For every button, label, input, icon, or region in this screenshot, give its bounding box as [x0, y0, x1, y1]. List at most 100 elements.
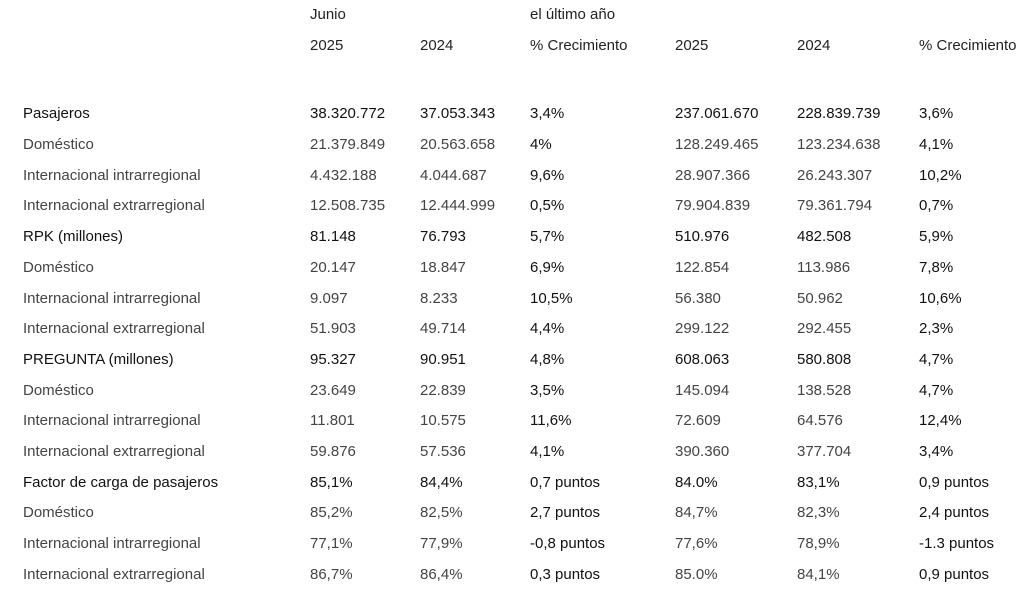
value-cell: 122.854 [675, 258, 730, 276]
table-row: Internacional intrarregional 11.801 10.575… [0, 406, 1023, 437]
growth-cell: 4% [530, 136, 552, 154]
row-label: Internacional intrarregional [23, 289, 201, 307]
growth-cell: 0,5% [530, 197, 565, 215]
row-label: Doméstico [23, 136, 94, 154]
value-cell: 77,9% [420, 535, 463, 552]
growth-cell: 2,7 puntos [530, 504, 601, 522]
value-cell: 128.249.465 [675, 136, 759, 154]
growth-cell: 5,9% [919, 228, 954, 246]
period-header-row: Junio el último año [0, 0, 1023, 31]
growth-cell: 3,4% [919, 442, 954, 460]
value-cell: 38.320.772 [310, 105, 386, 123]
column-header: % Crecimiento [530, 36, 628, 54]
value-cell: 84,1% [797, 565, 840, 583]
value-cell: 10.575 [420, 412, 466, 430]
growth-cell: -1.3 puntos [919, 535, 995, 552]
value-cell: 49.714 [420, 320, 466, 338]
growth-cell: 4,1% [919, 136, 954, 154]
table-row: Internacional extrarregional 59.876 57.536… [0, 437, 1023, 468]
growth-cell: 0,7% [919, 197, 954, 215]
growth-cell: 10,5% [530, 289, 573, 307]
value-cell: 608.063 [675, 350, 730, 368]
table-row: Doméstico 21.379.849 20.563.658 4% 128.249.4… [0, 130, 1023, 161]
value-cell: 79.904.839 [675, 197, 751, 215]
value-cell: 580.808 [797, 350, 852, 368]
row-label: Internacional intrarregional [23, 412, 201, 430]
table-row: Factor de carga de pasajeros 85,1% 84,4% 0,… [0, 468, 1023, 499]
table-row: Doméstico 85,2% 82,5% 2,7 puntos 84,7% 82,3% 2… [0, 498, 1023, 529]
row-label: Internacional extrarregional [23, 320, 205, 338]
value-cell: 85.0% [675, 565, 718, 583]
table-row: Internacional extrarregional 12.508.735 12… [0, 191, 1023, 222]
value-cell: 12.444.999 [420, 197, 496, 215]
row-label: Internacional extrarregional [23, 197, 205, 215]
value-cell: 123.234.638 [797, 136, 881, 154]
value-cell: 78,9% [797, 535, 840, 552]
column-header: % Crecimiento [919, 36, 1017, 54]
row-label: Internacional extrarregional [23, 565, 205, 583]
value-cell: 4.432.188 [310, 166, 377, 184]
row-label: Internacional intrarregional [23, 166, 201, 184]
value-cell: 20.147 [310, 258, 356, 276]
growth-cell: 3,4% [530, 105, 565, 123]
value-cell: 77,6% [675, 535, 718, 552]
value-cell: 18.847 [420, 258, 466, 276]
column-header: 2025 [310, 36, 344, 54]
table-row: Internacional intrarregional 77,1% 77,9% -0… [0, 529, 1023, 560]
value-cell: 37.053.343 [420, 105, 496, 123]
growth-cell: 12,4% [919, 412, 962, 430]
column-header: 2025 [675, 36, 709, 54]
growth-cell: 4,4% [530, 320, 565, 338]
value-cell: 11.801 [310, 412, 355, 430]
value-cell: 51.903 [310, 320, 356, 338]
table-row: Internacional intrarregional 4.432.188 4.0… [0, 161, 1023, 192]
value-cell: 84.0% [675, 473, 718, 491]
row-label: RPK (millones) [23, 228, 124, 246]
table-row: Doméstico 20.147 18.847 6,9% 122.854 113.986 7… [0, 253, 1023, 284]
growth-cell: 0,3 puntos [530, 565, 601, 583]
row-label: Internacional extrarregional [23, 442, 205, 460]
value-cell: 90.951 [420, 350, 466, 368]
value-cell: 482.508 [797, 228, 852, 246]
value-cell: 81.148 [310, 228, 356, 246]
value-cell: 56.380 [675, 289, 721, 307]
growth-cell: 3,5% [530, 381, 565, 399]
row-label: Doméstico [23, 381, 94, 399]
table-row: Doméstico 23.649 22.839 3,5% 145.094 138.528 4… [0, 376, 1023, 407]
growth-cell: 4,1% [530, 442, 565, 460]
value-cell: 22.839 [420, 381, 466, 399]
value-cell: 4.044.687 [420, 166, 487, 184]
value-cell: 86,7% [310, 565, 353, 583]
value-cell: 59.876 [310, 442, 356, 460]
period-monthly-header: Junio [310, 6, 346, 23]
growth-cell: 6,9% [530, 258, 565, 276]
growth-cell: 5,7% [530, 228, 565, 246]
table-row: PREGUNTA (millones) 95.327 90.951 4,8% 608.0… [0, 345, 1023, 376]
value-cell: 82,3% [797, 504, 840, 522]
growth-cell: 0,9 puntos [919, 473, 990, 491]
header-spacer [0, 61, 1023, 99]
value-cell: 12.508.735 [310, 197, 386, 215]
value-cell: 390.360 [675, 442, 730, 460]
table-body: Pasajeros 38.320.772 37.053.343 3,4% 237.061… [0, 99, 1023, 590]
growth-cell: -0,8 puntos [530, 535, 606, 552]
value-cell: 50.962 [797, 289, 843, 307]
value-cell: 57.536 [420, 442, 466, 460]
table-row: Internacional extrarregional 86,7% 86,4% 0,… [0, 560, 1023, 591]
column-header: 2024 [797, 36, 831, 54]
value-cell: 28.907.366 [675, 166, 751, 184]
growth-cell: 11,6% [530, 412, 572, 430]
value-cell: 145.094 [675, 381, 730, 399]
value-cell: 228.839.739 [797, 105, 881, 123]
table-row: Pasajeros 38.320.772 37.053.343 3,4% 237.061… [0, 99, 1023, 130]
value-cell: 113.986 [797, 258, 851, 276]
growth-cell: 10,6% [919, 289, 962, 307]
growth-cell: 4,7% [919, 350, 954, 368]
value-cell: 79.361.794 [797, 197, 873, 215]
growth-cell: 9,6% [530, 166, 565, 184]
value-cell: 510.976 [675, 228, 730, 246]
value-cell: 84,7% [675, 504, 718, 522]
value-cell: 83,1% [797, 473, 840, 491]
column-header-row: 2025 2024 % Crecimiento 2025 2024 % Crec… [0, 31, 1023, 62]
